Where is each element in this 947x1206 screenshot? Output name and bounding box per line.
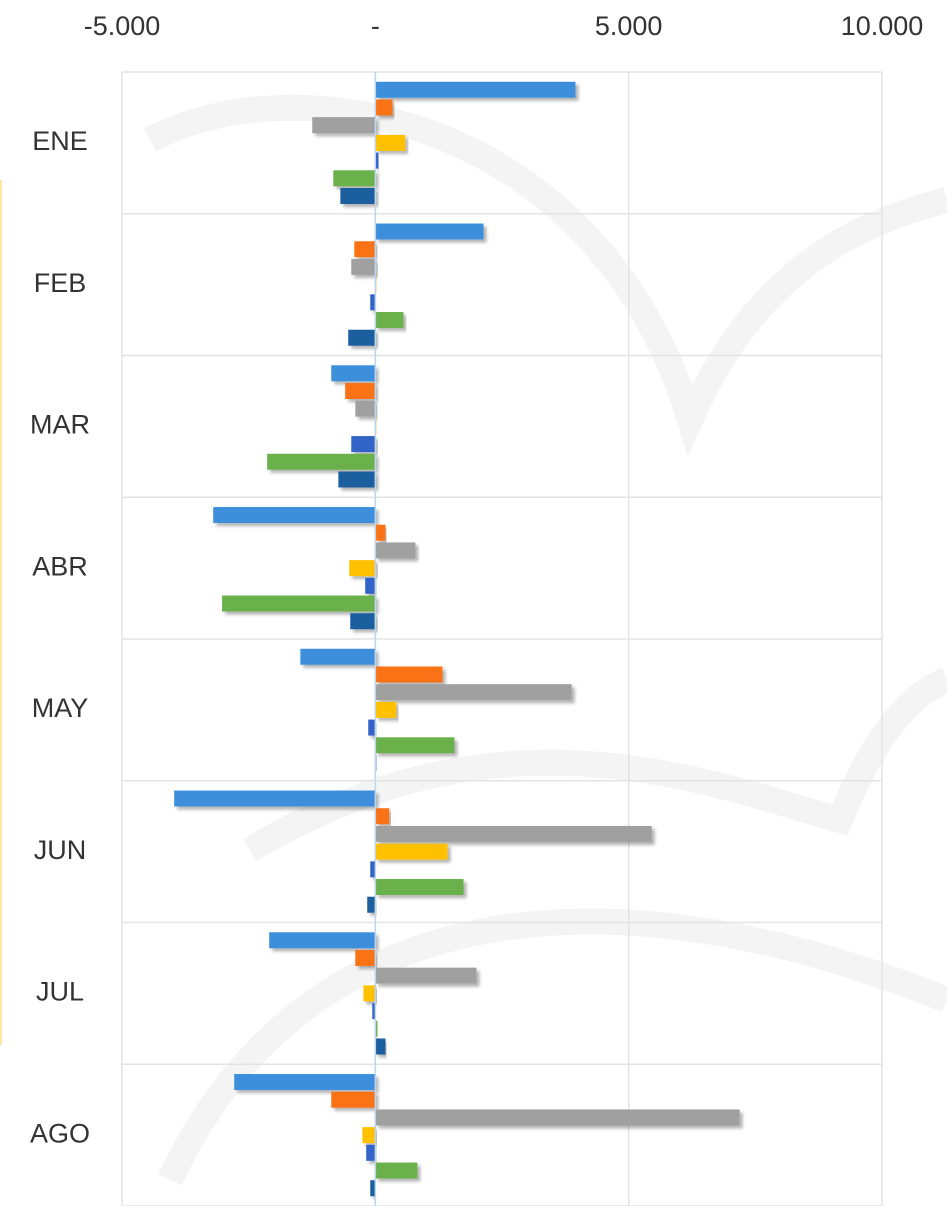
bar (348, 330, 375, 346)
y-tick-label: JUN (34, 835, 87, 865)
bar (368, 720, 375, 736)
bar (375, 879, 463, 895)
x-tick-label: 5.000 (595, 11, 663, 41)
bar (345, 383, 375, 399)
chart: -5.000-5.00010.000ENEFEBMARABRMAYJUNJULA… (0, 0, 947, 1206)
bar (370, 1180, 375, 1196)
bar (174, 791, 375, 807)
bar (333, 170, 375, 186)
bar (375, 1038, 385, 1054)
y-tick-label: MAY (32, 693, 89, 723)
bar (312, 117, 375, 133)
bar (375, 1163, 417, 1179)
y-tick-label: ABR (32, 551, 88, 581)
bar (269, 932, 375, 948)
y-tick-label: AGO (30, 1118, 90, 1148)
bar (375, 525, 385, 541)
bar (365, 578, 375, 594)
x-tick-label: -5.000 (84, 11, 161, 41)
bar (213, 507, 375, 523)
bar (375, 737, 454, 753)
bar (351, 436, 375, 452)
bar (338, 471, 375, 487)
x-tick-label: 10.000 (841, 11, 924, 41)
bar (375, 99, 392, 115)
bar (366, 1145, 375, 1161)
bar (367, 897, 375, 913)
bar (375, 666, 442, 682)
bar (375, 135, 405, 151)
bar (375, 702, 396, 718)
bar (375, 82, 575, 98)
bar (375, 684, 571, 700)
bar (350, 613, 375, 629)
bar (370, 861, 375, 877)
bar (375, 844, 447, 860)
bar (355, 950, 375, 966)
y-tick-label: JUL (36, 977, 84, 1007)
bar (362, 1127, 375, 1143)
y-tick-label: MAR (30, 410, 90, 440)
bar (375, 808, 389, 824)
bar (331, 365, 375, 381)
bar (355, 401, 375, 417)
bar (375, 1109, 739, 1125)
bar (375, 542, 415, 558)
bar (363, 985, 375, 1001)
bar (375, 826, 651, 842)
bar (267, 454, 375, 470)
x-tick-label: - (371, 11, 380, 41)
bar (300, 649, 375, 665)
bar (222, 596, 375, 612)
bar (340, 188, 375, 204)
y-tick-label: FEB (34, 268, 87, 298)
bar (351, 259, 375, 275)
bar (349, 560, 375, 576)
bar (234, 1074, 375, 1090)
bar (375, 968, 476, 984)
bar (354, 241, 375, 257)
watermark (150, 108, 947, 1180)
bar (370, 294, 375, 310)
bar (331, 1092, 375, 1108)
y-tick-label: ENE (32, 126, 88, 156)
bar (375, 224, 483, 240)
bar (375, 312, 403, 328)
